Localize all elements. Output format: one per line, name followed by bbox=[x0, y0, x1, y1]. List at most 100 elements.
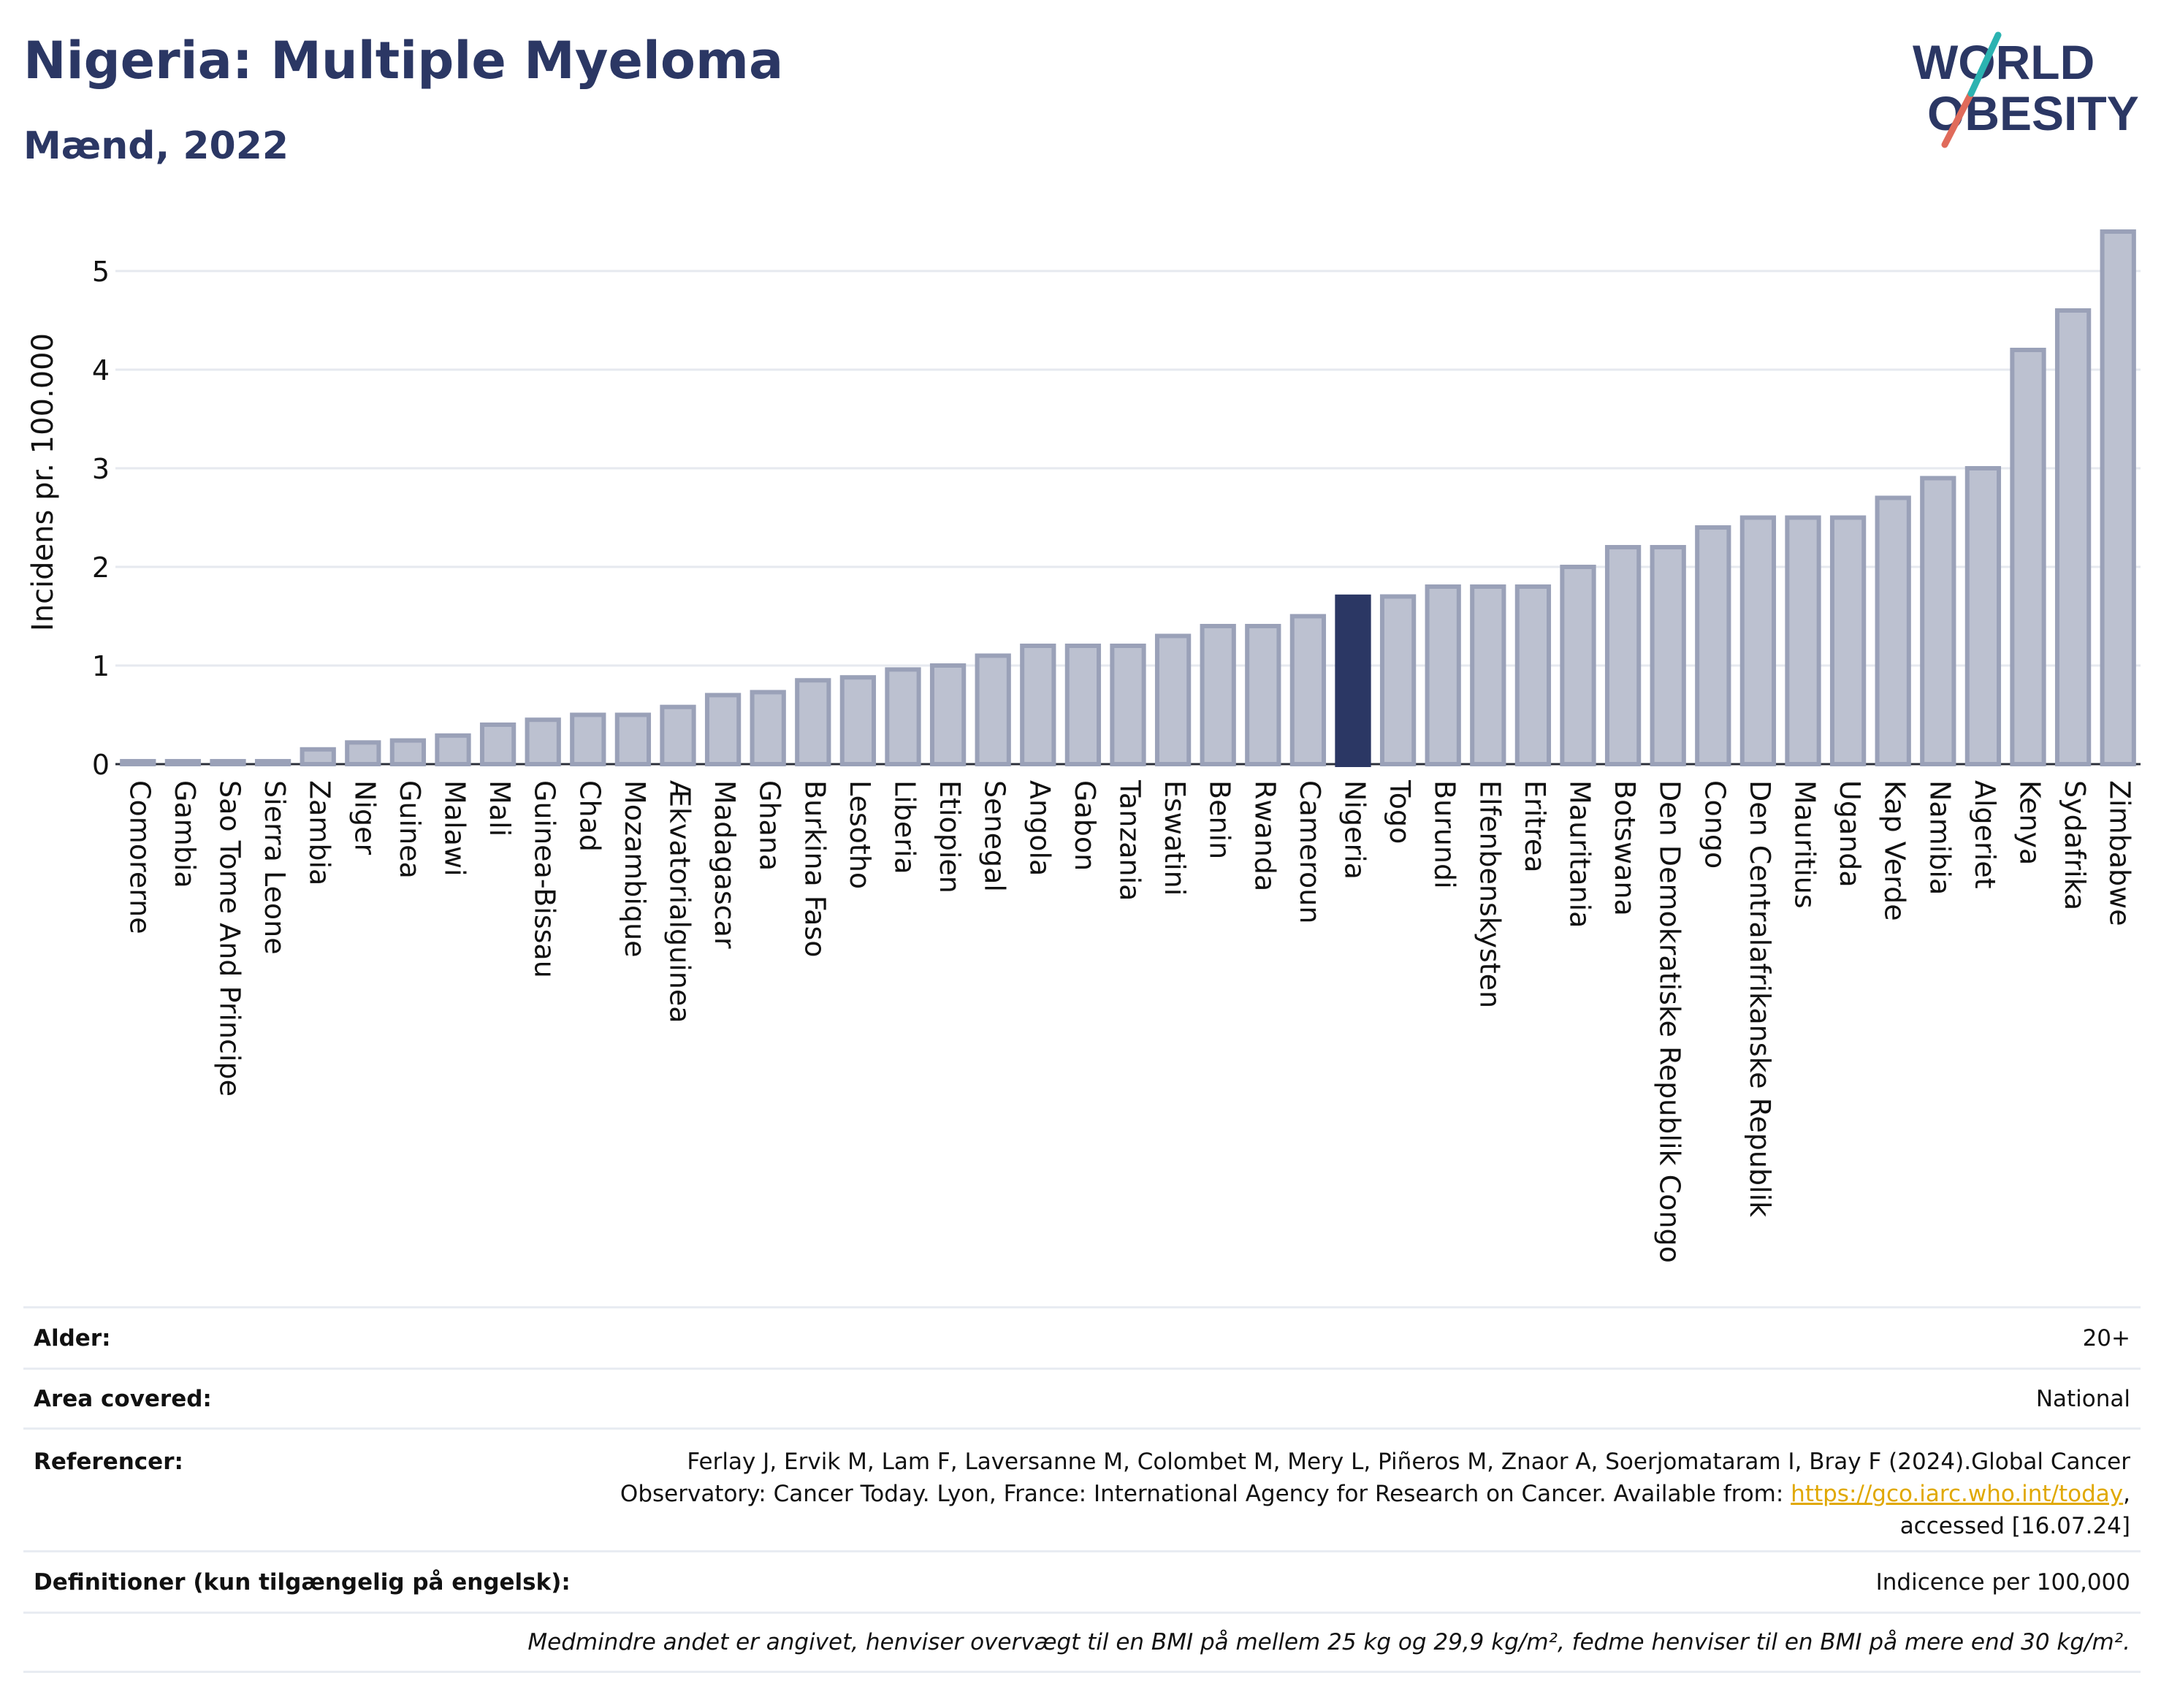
age-label: Alder: bbox=[34, 1324, 111, 1351]
x-tick-label: Ækvatorialguinea bbox=[664, 780, 696, 1023]
bar-mali bbox=[479, 723, 517, 766]
bar-angola bbox=[1020, 644, 1056, 766]
bar-guinea bbox=[389, 738, 427, 766]
bar-senegal bbox=[975, 653, 1011, 766]
x-tick-label: Lesotho bbox=[844, 780, 876, 889]
footnote-row: Medmindre andet er angivet, henviser ove… bbox=[23, 1612, 2141, 1673]
x-tick-label: Botswana bbox=[1609, 780, 1641, 916]
x-tick-label: Sydafrika bbox=[2059, 780, 2091, 910]
x-tick-label: Elfenbenskysten bbox=[1474, 780, 1506, 1008]
bar-malawi bbox=[435, 733, 471, 766]
x-tick-label: Eritrea bbox=[1519, 780, 1551, 873]
age-value: 20+ bbox=[2082, 1324, 2130, 1351]
bar-nigeria bbox=[1335, 594, 1371, 767]
bar-ækvatorialguinea bbox=[660, 704, 696, 767]
x-tick-label: Den Centralafrikanske Republik bbox=[1744, 780, 1776, 1217]
x-tick-label: Gambia bbox=[169, 780, 201, 888]
bar-gambia bbox=[164, 758, 202, 766]
x-tick-label: Togo bbox=[1384, 779, 1416, 844]
bar-cameroun bbox=[1289, 614, 1327, 766]
x-tick-label: Sierra Leone bbox=[259, 780, 291, 955]
x-tick-label: Angola bbox=[1024, 780, 1056, 876]
bar-den-demokratiske-republik-congo bbox=[1650, 545, 1686, 766]
reference-line1: Ferlay J, Ervik M, Lam F, Laversanne M, … bbox=[687, 1449, 2130, 1475]
bar-elfenbenskysten bbox=[1470, 584, 1506, 766]
bar-kap-verde bbox=[1875, 495, 1911, 766]
x-tick-label: Niger bbox=[348, 780, 381, 855]
x-tick-label: Burkina Faso bbox=[799, 780, 831, 958]
bar-uganda bbox=[1829, 515, 1867, 766]
x-tick-label: Malawi bbox=[439, 780, 471, 877]
bar-sao-tome-and-principe bbox=[210, 758, 246, 766]
y-tick-label: 5 bbox=[92, 256, 110, 288]
bar-chart: 0 1 2 3 4 5 Comorerne Gambia Sao Tome And Princ… bbox=[26, 229, 2141, 1263]
x-tick-label: Guinea bbox=[394, 780, 426, 879]
bar-comorerne bbox=[120, 758, 156, 766]
bar-togo bbox=[1379, 594, 1417, 766]
y-tick-label: 2 bbox=[92, 552, 110, 584]
x-tick-label: Sao Tome And Principe bbox=[214, 780, 246, 1097]
bar-chad bbox=[570, 712, 606, 766]
bar-eritrea bbox=[1514, 584, 1552, 766]
x-tick-label: Eswatini bbox=[1159, 780, 1191, 896]
definitions-row: Definitioner (kun tilgængelig på engelsk… bbox=[23, 1550, 2141, 1612]
y-tick-label: 3 bbox=[92, 453, 110, 485]
bar-mauritius bbox=[1785, 515, 1821, 766]
x-tick-label: Benin bbox=[1204, 780, 1236, 859]
reference-line2-end: , bbox=[2123, 1481, 2130, 1507]
x-tick-label: Kap Verde bbox=[1879, 780, 1911, 921]
x-tick-label: Zambia bbox=[304, 780, 336, 885]
x-tick-label: Mauritius bbox=[1789, 780, 1821, 909]
bar-mauritania bbox=[1560, 565, 1596, 766]
x-tick-label: Burundi bbox=[1429, 780, 1461, 889]
bar-gabon bbox=[1064, 644, 1102, 766]
x-tick-label: Mozambique bbox=[619, 780, 651, 958]
x-tick-label: Chad bbox=[573, 780, 606, 852]
bar-madagascar bbox=[704, 693, 742, 766]
x-tick-label: Gabon bbox=[1069, 780, 1101, 871]
x-tick-label: Guinea-Bissau bbox=[529, 780, 561, 978]
area-row: Area covered: National bbox=[23, 1368, 2141, 1427]
bar-ghana bbox=[750, 690, 786, 767]
x-tick-label: Namibia bbox=[1924, 780, 1956, 895]
x-tick-label: Mauritania bbox=[1564, 780, 1596, 928]
bar-rwanda bbox=[1245, 624, 1281, 766]
info-table: Alder: 20+ Area covered: National Refere… bbox=[23, 1306, 2141, 1673]
references-value: Ferlay J, Ervik M, Lam F, Laversanne M, … bbox=[620, 1446, 2141, 1542]
x-tick-label: Liberia bbox=[889, 780, 921, 874]
x-tick-label: Madagascar bbox=[709, 780, 741, 949]
x-tick-label: Comorerne bbox=[123, 780, 156, 934]
bar-guinea-bissau bbox=[525, 717, 561, 766]
x-tick-label: Nigeria bbox=[1339, 780, 1371, 880]
page-subtitle: Mænd, 2022 bbox=[23, 124, 289, 168]
bar-mozambique bbox=[614, 712, 652, 766]
x-tick-label: Algeriet bbox=[1969, 780, 2001, 889]
definitions-label: Definitioner (kun tilgængelig på engelsk… bbox=[34, 1568, 571, 1595]
bars bbox=[120, 229, 2136, 767]
x-tick-label: Congo bbox=[1699, 780, 1731, 869]
footnote: Medmindre andet er angivet, henviser ove… bbox=[527, 1629, 2130, 1655]
bar-benin bbox=[1200, 624, 1236, 766]
reference-line2: Observatory: Cancer Today. Lyon, France:… bbox=[620, 1481, 1791, 1507]
bar-niger bbox=[345, 740, 381, 766]
x-tick-label: Den Demokratiske Republik Congo bbox=[1654, 780, 1686, 1263]
x-tick-label: Cameroun bbox=[1294, 780, 1326, 923]
bar-burkina-faso bbox=[795, 678, 831, 766]
bar-liberia bbox=[885, 667, 921, 767]
y-axis-ticks: 0 1 2 3 4 5 bbox=[92, 256, 110, 781]
bar-botswana bbox=[1604, 545, 1642, 766]
bar-namibia bbox=[1920, 476, 1956, 766]
x-tick-label: Rwanda bbox=[1249, 780, 1281, 891]
reference-link[interactable]: https://gco.iarc.who.int/today bbox=[1791, 1481, 2124, 1507]
x-tick-label: Kenya bbox=[2014, 780, 2046, 865]
definitions-value: Indicence per 100,000 bbox=[1875, 1568, 2130, 1595]
bar-lesotho bbox=[839, 675, 877, 767]
area-value: National bbox=[2035, 1385, 2130, 1412]
area-label: Area covered: bbox=[34, 1385, 212, 1412]
x-tick-label: Mali bbox=[484, 780, 516, 836]
x-axis-labels: Comorerne Gambia Sao Tome And Principe Sier… bbox=[123, 779, 2135, 1263]
references-row: Referencer: Ferlay J, Ervik M, Lam F, La… bbox=[23, 1427, 2141, 1550]
y-tick-label: 4 bbox=[92, 354, 110, 386]
x-tick-label: Uganda bbox=[1834, 780, 1866, 888]
bar-eswatini bbox=[1154, 633, 1192, 766]
